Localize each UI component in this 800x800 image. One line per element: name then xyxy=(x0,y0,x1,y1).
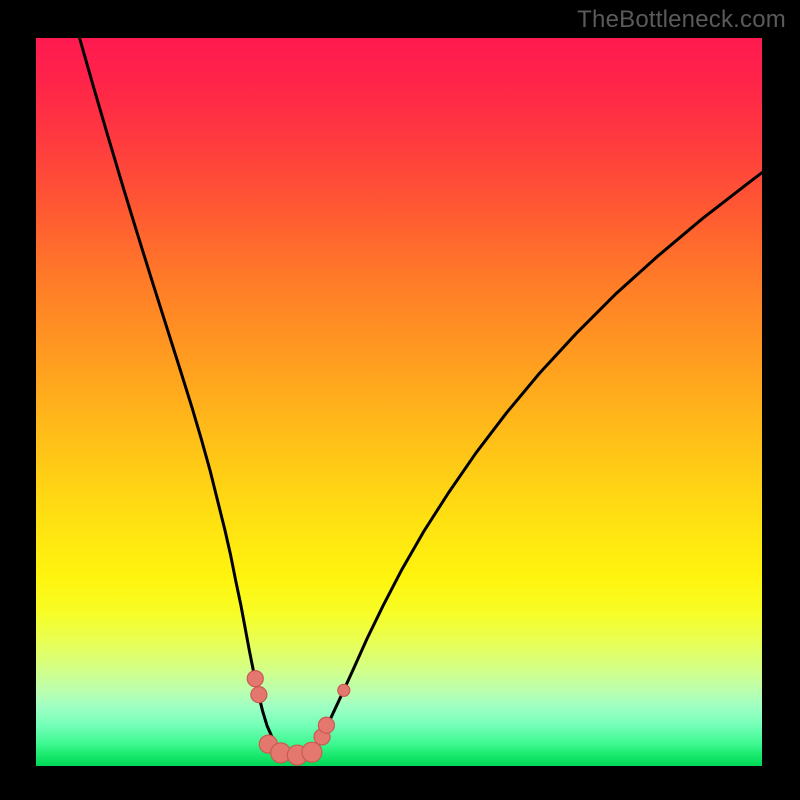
watermark-text: TheBottleneck.com xyxy=(577,6,786,34)
data-marker xyxy=(251,687,267,703)
data-marker xyxy=(247,671,263,687)
data-marker xyxy=(338,684,350,696)
chart-background xyxy=(36,38,762,766)
data-marker xyxy=(318,717,334,733)
data-marker xyxy=(302,742,322,762)
chart-svg xyxy=(36,38,762,766)
bottleneck-chart xyxy=(36,38,762,766)
